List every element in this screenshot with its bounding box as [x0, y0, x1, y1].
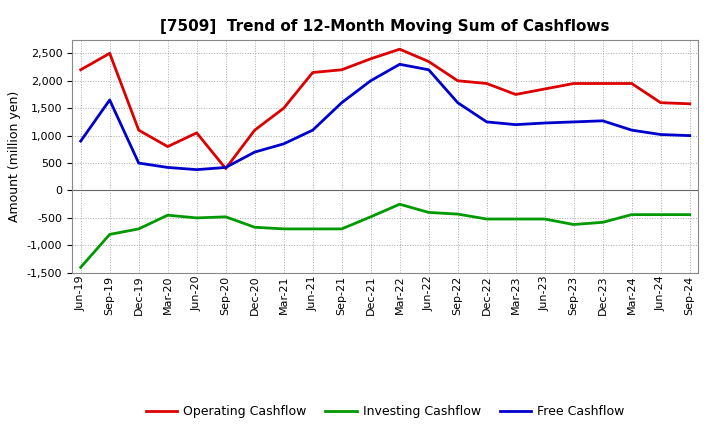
Operating Cashflow [221, 166, 230, 171]
Free Cashflow [598, 118, 607, 124]
Operating Cashflow [279, 106, 288, 111]
Investing Cashflow [424, 210, 433, 215]
Free Cashflow [657, 132, 665, 137]
Free Cashflow [454, 100, 462, 105]
Investing Cashflow [395, 202, 404, 207]
Free Cashflow [338, 100, 346, 105]
Line: Free Cashflow: Free Cashflow [81, 64, 690, 170]
Operating Cashflow [395, 47, 404, 52]
Investing Cashflow [251, 224, 259, 230]
Free Cashflow [366, 78, 375, 84]
Operating Cashflow [685, 101, 694, 106]
Free Cashflow [627, 128, 636, 133]
Free Cashflow [279, 141, 288, 147]
Investing Cashflow [598, 220, 607, 225]
Free Cashflow [105, 97, 114, 103]
Investing Cashflow [511, 216, 520, 222]
Investing Cashflow [105, 232, 114, 237]
Investing Cashflow [570, 222, 578, 227]
Free Cashflow [541, 121, 549, 126]
Operating Cashflow [511, 92, 520, 97]
Legend: Operating Cashflow, Investing Cashflow, Free Cashflow: Operating Cashflow, Investing Cashflow, … [141, 400, 629, 423]
Operating Cashflow [454, 78, 462, 84]
Operating Cashflow [105, 51, 114, 56]
Operating Cashflow [366, 56, 375, 62]
Investing Cashflow [135, 226, 143, 231]
Investing Cashflow [76, 265, 85, 270]
Operating Cashflow [251, 128, 259, 133]
Operating Cashflow [598, 81, 607, 86]
Free Cashflow [511, 122, 520, 127]
Free Cashflow [395, 62, 404, 67]
Investing Cashflow [308, 226, 317, 231]
Investing Cashflow [279, 226, 288, 231]
Operating Cashflow [135, 128, 143, 133]
Free Cashflow [135, 161, 143, 166]
Operating Cashflow [308, 70, 317, 75]
Operating Cashflow [338, 67, 346, 73]
Y-axis label: Amount (million yen): Amount (million yen) [8, 91, 21, 222]
Investing Cashflow [366, 214, 375, 220]
Free Cashflow [221, 165, 230, 170]
Investing Cashflow [221, 214, 230, 220]
Investing Cashflow [685, 212, 694, 217]
Free Cashflow [685, 133, 694, 138]
Operating Cashflow [482, 81, 491, 86]
Operating Cashflow [657, 100, 665, 105]
Free Cashflow [251, 150, 259, 155]
Operating Cashflow [76, 67, 85, 73]
Operating Cashflow [424, 59, 433, 64]
Investing Cashflow [192, 215, 201, 220]
Investing Cashflow [454, 212, 462, 217]
Line: Investing Cashflow: Investing Cashflow [81, 204, 690, 268]
Operating Cashflow [163, 144, 172, 149]
Free Cashflow [192, 167, 201, 172]
Investing Cashflow [541, 216, 549, 222]
Line: Operating Cashflow: Operating Cashflow [81, 49, 690, 169]
Operating Cashflow [192, 130, 201, 136]
Operating Cashflow [541, 86, 549, 92]
Operating Cashflow [570, 81, 578, 86]
Operating Cashflow [627, 81, 636, 86]
Free Cashflow [424, 67, 433, 73]
Investing Cashflow [657, 212, 665, 217]
Free Cashflow [482, 119, 491, 125]
Investing Cashflow [627, 212, 636, 217]
Free Cashflow [76, 139, 85, 144]
Investing Cashflow [338, 226, 346, 231]
Investing Cashflow [163, 213, 172, 218]
Title: [7509]  Trend of 12-Month Moving Sum of Cashflows: [7509] Trend of 12-Month Moving Sum of C… [161, 19, 610, 34]
Free Cashflow [570, 119, 578, 125]
Free Cashflow [308, 128, 317, 133]
Investing Cashflow [482, 216, 491, 222]
Free Cashflow [163, 165, 172, 170]
